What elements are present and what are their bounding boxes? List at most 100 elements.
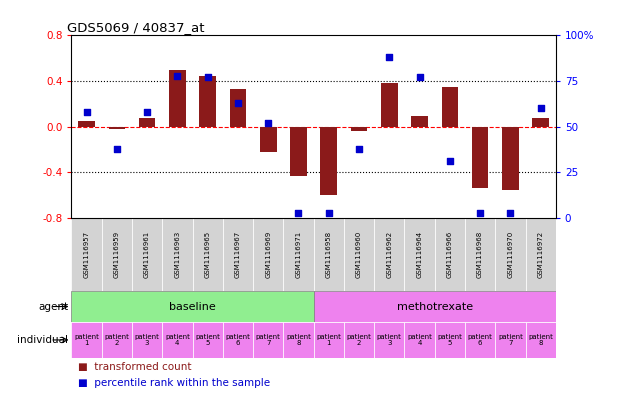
FancyBboxPatch shape — [314, 291, 556, 322]
Bar — [320, 127, 337, 195]
Text: GSM1116968: GSM1116968 — [477, 231, 483, 278]
Point — [324, 209, 333, 216]
Text: patient
3: patient 3 — [135, 334, 160, 346]
FancyBboxPatch shape — [465, 322, 495, 358]
Text: patient
8: patient 8 — [286, 334, 311, 346]
Bar — [502, 127, 519, 189]
Point — [173, 72, 183, 79]
Text: GSM1116960: GSM1116960 — [356, 231, 362, 278]
Point — [475, 209, 485, 216]
Bar — [411, 116, 428, 127]
Text: methotrexate: methotrexate — [397, 301, 473, 312]
Text: patient
1: patient 1 — [74, 334, 99, 346]
Text: GSM1116969: GSM1116969 — [265, 231, 271, 278]
FancyBboxPatch shape — [435, 322, 465, 358]
Point — [142, 109, 152, 115]
FancyBboxPatch shape — [314, 322, 344, 358]
FancyBboxPatch shape — [465, 218, 495, 291]
Text: GSM1116965: GSM1116965 — [205, 231, 211, 278]
Text: GSM1116962: GSM1116962 — [386, 231, 392, 278]
FancyBboxPatch shape — [71, 291, 314, 322]
FancyBboxPatch shape — [374, 218, 404, 291]
Text: GSM1116972: GSM1116972 — [538, 231, 543, 278]
Text: agent: agent — [38, 301, 68, 312]
Text: patient
8: patient 8 — [528, 334, 553, 346]
Point — [202, 74, 212, 81]
Text: baseline: baseline — [169, 301, 216, 312]
Text: patient
4: patient 4 — [165, 334, 190, 346]
Text: GSM1116959: GSM1116959 — [114, 231, 120, 278]
Text: patient
2: patient 2 — [347, 334, 371, 346]
Point — [445, 158, 455, 165]
Point — [536, 105, 546, 112]
Text: GSM1116964: GSM1116964 — [417, 231, 422, 278]
FancyBboxPatch shape — [314, 218, 344, 291]
FancyBboxPatch shape — [283, 322, 314, 358]
Text: GSM1116957: GSM1116957 — [84, 231, 89, 278]
Text: ■  percentile rank within the sample: ■ percentile rank within the sample — [78, 378, 270, 388]
Bar — [381, 83, 397, 127]
Bar — [78, 121, 95, 127]
Text: individual: individual — [17, 335, 68, 345]
FancyBboxPatch shape — [283, 218, 314, 291]
Bar — [290, 127, 307, 176]
Bar — [199, 77, 216, 127]
Text: patient
6: patient 6 — [225, 334, 250, 346]
Text: ■  transformed count: ■ transformed count — [78, 362, 191, 372]
Text: patient
5: patient 5 — [437, 334, 462, 346]
Text: patient
7: patient 7 — [498, 334, 523, 346]
Text: GSM1116963: GSM1116963 — [175, 231, 180, 278]
Text: patient
1: patient 1 — [316, 334, 341, 346]
Bar — [442, 87, 458, 127]
Text: GSM1116961: GSM1116961 — [144, 231, 150, 278]
Bar — [532, 118, 549, 127]
FancyBboxPatch shape — [102, 218, 132, 291]
Point — [384, 54, 394, 61]
Text: GSM1116971: GSM1116971 — [296, 231, 301, 278]
FancyBboxPatch shape — [162, 218, 193, 291]
Point — [263, 120, 273, 126]
FancyBboxPatch shape — [132, 218, 162, 291]
Bar — [138, 118, 155, 127]
Bar — [472, 127, 489, 188]
Point — [505, 209, 515, 216]
FancyBboxPatch shape — [223, 322, 253, 358]
FancyBboxPatch shape — [344, 218, 374, 291]
Bar — [260, 127, 276, 152]
Point — [81, 109, 91, 115]
FancyBboxPatch shape — [525, 218, 556, 291]
Bar — [169, 70, 186, 127]
FancyBboxPatch shape — [495, 218, 525, 291]
FancyBboxPatch shape — [495, 322, 525, 358]
FancyBboxPatch shape — [71, 218, 102, 291]
Text: patient
6: patient 6 — [468, 334, 492, 346]
Text: patient
5: patient 5 — [195, 334, 220, 346]
FancyBboxPatch shape — [102, 322, 132, 358]
FancyBboxPatch shape — [253, 322, 283, 358]
FancyBboxPatch shape — [193, 322, 223, 358]
Bar — [230, 89, 247, 127]
Point — [112, 145, 122, 152]
Point — [354, 145, 364, 152]
Text: GSM1116966: GSM1116966 — [447, 231, 453, 278]
Text: GSM1116967: GSM1116967 — [235, 231, 241, 278]
FancyBboxPatch shape — [525, 322, 556, 358]
FancyBboxPatch shape — [193, 218, 223, 291]
Bar — [351, 127, 368, 131]
Point — [415, 74, 425, 81]
FancyBboxPatch shape — [435, 218, 465, 291]
FancyBboxPatch shape — [132, 322, 162, 358]
Text: patient
3: patient 3 — [377, 334, 402, 346]
Text: GSM1116970: GSM1116970 — [507, 231, 514, 278]
Bar — [109, 127, 125, 129]
Text: GDS5069 / 40837_at: GDS5069 / 40837_at — [66, 21, 204, 34]
FancyBboxPatch shape — [71, 322, 102, 358]
FancyBboxPatch shape — [344, 322, 374, 358]
FancyBboxPatch shape — [162, 322, 193, 358]
Text: patient
7: patient 7 — [256, 334, 281, 346]
Text: patient
2: patient 2 — [104, 334, 129, 346]
Point — [294, 209, 304, 216]
FancyBboxPatch shape — [253, 218, 283, 291]
FancyBboxPatch shape — [404, 322, 435, 358]
FancyBboxPatch shape — [404, 218, 435, 291]
